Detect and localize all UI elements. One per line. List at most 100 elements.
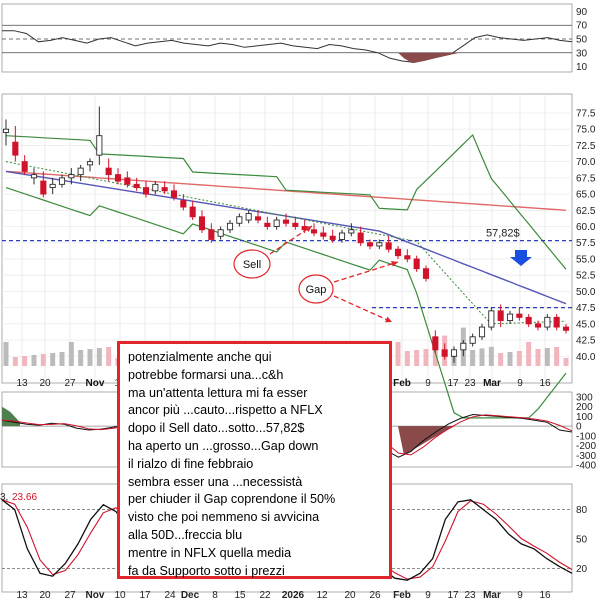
x-tick-label-bottom: 20 <box>39 590 51 600</box>
candle-body <box>273 219 280 227</box>
note-line: ma un'attenta lettura mi fa esser <box>128 385 308 400</box>
gap-arrow-1 <box>333 261 399 283</box>
candle-body <box>77 167 84 176</box>
volume-bar <box>470 350 476 366</box>
candle-body <box>254 216 262 221</box>
volume-bar <box>40 354 46 366</box>
rsi-tick-label: 70 <box>576 21 588 32</box>
volume-bar <box>106 347 112 366</box>
volume-bar <box>563 358 569 366</box>
x-tick-label: Feb <box>393 378 411 389</box>
candle-body <box>357 232 364 244</box>
candle-body <box>226 222 234 231</box>
x-tick-label-bottom: 9 <box>517 590 523 600</box>
x-tick-label-bottom: 27 <box>64 590 76 600</box>
stoch-readout-prefix: 3, <box>0 492 8 503</box>
candle-body <box>553 316 560 328</box>
ma200-line <box>5 170 567 211</box>
rsi-tick-label: 30 <box>576 48 588 59</box>
candle-body <box>488 310 495 328</box>
candle-body <box>432 336 439 351</box>
candle-body <box>394 248 402 257</box>
note-line: ancor più ...cauto...rispetto a NFLX <box>128 403 323 418</box>
rsi-line <box>1 30 573 63</box>
candle-body <box>12 141 19 156</box>
note-line: fa da Supporto sotto i prezzi <box>128 563 285 578</box>
candle-body <box>385 242 392 250</box>
volume-bar <box>87 349 93 366</box>
candle-body <box>198 216 206 231</box>
price-tick-label: 65.0 <box>576 190 596 201</box>
candle-body <box>86 161 94 166</box>
candle-body <box>506 313 514 322</box>
candle-body <box>58 177 66 185</box>
candle-body <box>124 177 131 185</box>
x-tick-label-bottom: 12 <box>316 590 328 600</box>
macd-tick-label: -100 <box>576 431 596 442</box>
volume-bar <box>404 351 410 366</box>
price-tick-label: 67.5 <box>576 173 596 184</box>
rsi-tick-label: 90 <box>576 7 588 18</box>
price-tick-label: 70.0 <box>576 157 596 168</box>
x-tick-label-bottom: 15 <box>234 590 246 600</box>
candle-body <box>422 268 430 279</box>
x-tick-label: 16 <box>539 378 551 389</box>
volume-bar <box>22 356 28 366</box>
candle-body <box>180 200 187 208</box>
x-tick-label-bottom: Nov <box>86 590 105 600</box>
candle-body <box>534 323 542 328</box>
candle-body <box>544 316 551 328</box>
candle-body <box>170 190 178 198</box>
x-tick-label-bottom: 2026 <box>282 590 305 600</box>
x-tick-label-bottom: 22 <box>259 590 271 600</box>
x-tick-label: 17 <box>447 378 459 389</box>
candle-body <box>2 128 10 133</box>
candle-body <box>152 183 159 192</box>
candle-body <box>329 235 336 240</box>
price-tick-label: 45.0 <box>576 319 596 330</box>
bollinger-upper-line <box>5 133 567 270</box>
volume-bar <box>50 353 56 366</box>
candle-body <box>376 242 383 247</box>
candle-body <box>413 258 420 270</box>
macd-tick-label: 100 <box>576 412 593 423</box>
candle-body <box>133 183 140 189</box>
stoch-tick-label: 50 <box>576 535 588 546</box>
candle-body <box>366 242 374 247</box>
volume-bar <box>78 350 84 366</box>
candle-body <box>40 180 47 195</box>
stoch-tick-label: 20 <box>576 564 588 575</box>
candle-body <box>292 222 299 227</box>
macd-tick-label: -300 <box>576 451 596 462</box>
x-tick-label-bottom: 23 <box>464 590 476 600</box>
price-tick-label: 62.5 <box>576 206 596 217</box>
candle-body <box>96 135 103 156</box>
x-tick-label-bottom: Dec <box>181 590 200 600</box>
candle-body <box>338 232 346 240</box>
candle-body <box>49 183 56 189</box>
candle-body <box>525 316 532 325</box>
candle-body <box>30 174 38 179</box>
candle-body <box>441 349 448 357</box>
candle-body <box>161 187 168 192</box>
note-line: ha aperto un ...grosso...Gap down <box>128 438 319 453</box>
macd-tick-label: -200 <box>576 441 596 452</box>
note-line: il rialzo di fine febbraio <box>128 456 254 471</box>
volume-bar <box>516 351 522 366</box>
volume-bar <box>544 348 550 366</box>
volume-bar <box>68 342 74 366</box>
gap-arrow-1-head <box>391 260 398 267</box>
x-tick-label-bottom: 17 <box>139 590 151 600</box>
sell-arrow-head <box>305 226 312 233</box>
x-tick-label: Mar <box>483 378 501 389</box>
volume-bar <box>535 349 541 366</box>
note-line: per chiuder il Gap coprendone il 50% <box>128 492 336 507</box>
note-line: visto che poi nemmeno si avvicina <box>128 510 320 525</box>
candle-body <box>450 349 458 357</box>
volume-bar <box>12 357 18 366</box>
bollinger-lower-line <box>5 187 567 419</box>
x-tick-label-bottom: 13 <box>16 590 28 600</box>
macd-tick-label: 200 <box>576 402 593 413</box>
volume-bar <box>554 347 560 366</box>
